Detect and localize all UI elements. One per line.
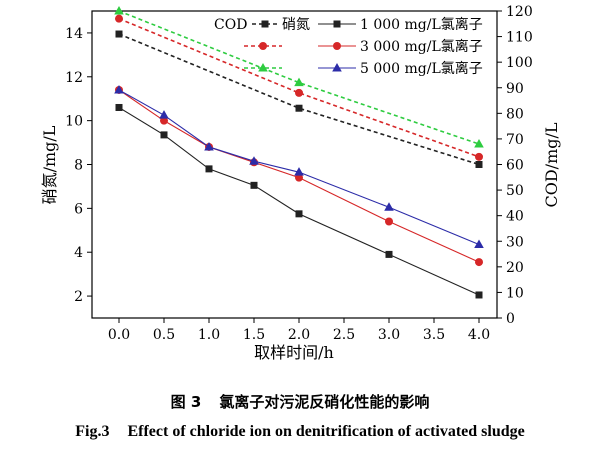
series-right-triangle (114, 6, 484, 148)
y-tick-label-right: 10 (506, 285, 524, 301)
caption-en-label: Fig.3 (75, 423, 110, 440)
data-point (384, 202, 394, 211)
legend-nitrate-marker (333, 42, 341, 50)
y-tick-label-left: 12 (65, 70, 83, 86)
x-tick-label: 3.5 (423, 327, 445, 343)
legend-nitrate-marker (332, 63, 342, 72)
y-tick-label-right: 60 (506, 158, 524, 174)
x-tick-label: 1.0 (198, 327, 220, 343)
legend-label: 3 000 mg/L氯离子 (360, 38, 483, 55)
x-tick-label: 4.0 (468, 327, 490, 343)
data-point (295, 104, 303, 112)
series-left-circle (115, 85, 483, 267)
data-point (249, 156, 259, 165)
data-point (204, 141, 214, 151)
data-point (475, 152, 483, 161)
y-tick-label-right: 110 (506, 30, 533, 46)
legend-label: 1 000 mg/L氯离子 (360, 16, 483, 33)
series-left-square (115, 103, 483, 299)
data-point (294, 167, 304, 176)
data-point (114, 6, 124, 15)
data-point (475, 161, 483, 168)
x-tick-label: 1.5 (243, 327, 265, 343)
x-axis-label: 取样时间/h (254, 343, 334, 362)
x-tick-label: 0.5 (153, 327, 175, 343)
y-tick-label-right: 50 (506, 183, 524, 199)
chart: 0.0 0.5 1.0 1.5 2.0 2.5 3.0 3.5 4.0 2 4 6 8 10 12 14 0… (40, 4, 561, 362)
legend-cod-marker (261, 20, 269, 28)
data-point (295, 88, 303, 97)
y-tick-label-left: 4 (74, 245, 83, 261)
legend-label: 5 000 mg/L氯离子 (360, 60, 483, 77)
caption-en-title: Effect of chloride ion on denitrificatio… (127, 423, 525, 440)
series-left-triangle (114, 84, 484, 249)
data-point (114, 84, 124, 94)
data-point (295, 210, 303, 218)
y-tick-label-right: 70 (506, 132, 524, 148)
data-point (205, 165, 213, 173)
data-point (385, 217, 393, 226)
legend-cod-header: COD (214, 17, 247, 33)
y-tick-label-left: 6 (74, 201, 83, 217)
data-point (115, 103, 123, 111)
y-tick-label-right: 0 (506, 311, 515, 327)
series-right-circle (115, 14, 483, 161)
y-axis-label-right: COD/mg/L (542, 122, 561, 207)
x-tick-label: 2.0 (288, 327, 310, 343)
x-tick-label: 2.5 (333, 327, 355, 343)
data-point (385, 250, 393, 258)
x-tick-label: 3.0 (378, 327, 400, 343)
data-point (475, 291, 483, 299)
data-point (474, 239, 484, 249)
series-right-square (115, 30, 483, 168)
data-point (115, 14, 123, 23)
series-line (118, 17, 480, 158)
data-point (159, 110, 169, 119)
data-point (115, 30, 123, 38)
data-point (474, 139, 484, 148)
series-line (118, 107, 480, 296)
legend-nitrate-header: 硝氮 (282, 17, 310, 33)
y-tick-label-left: 14 (65, 26, 83, 42)
y-tick-label-left: 10 (65, 114, 83, 130)
data-point (160, 131, 168, 139)
legend-cod-marker (258, 63, 268, 72)
data-point (475, 258, 483, 267)
y-tick-label-right: 40 (506, 209, 524, 225)
y-tick-label-right: 30 (506, 234, 524, 250)
y-tick-label-right: 20 (506, 260, 524, 276)
caption-cn-title: 氯离子对污泥反硝化性能的影响 (219, 393, 430, 411)
x-tick-label: 0.0 (108, 327, 130, 343)
plot-frame (91, 10, 498, 319)
y-tick-label-right: 90 (506, 81, 524, 97)
caption-cn-label: 图 3 (170, 393, 202, 411)
legend-cod-marker (259, 42, 267, 50)
y-tick-label-right: 100 (506, 55, 533, 71)
series-line (118, 10, 480, 145)
series-line (118, 33, 480, 166)
caption-en: Fig.3 Effect of chloride ion on denitrifi… (0, 423, 600, 441)
data-point (250, 181, 258, 189)
caption-cn: 图 3 氯离子对污泥反硝化性能的影响 (0, 391, 600, 412)
y-axis-label-left: 硝氮/mg/L (40, 125, 59, 204)
y-tick-label-left: 2 (74, 289, 83, 305)
data-point (294, 77, 304, 87)
legend-nitrate-marker (333, 20, 341, 28)
y-tick-label-left: 8 (74, 158, 83, 174)
y-tick-label-right: 80 (506, 106, 524, 122)
y-tick-label-right: 120 (506, 4, 533, 20)
